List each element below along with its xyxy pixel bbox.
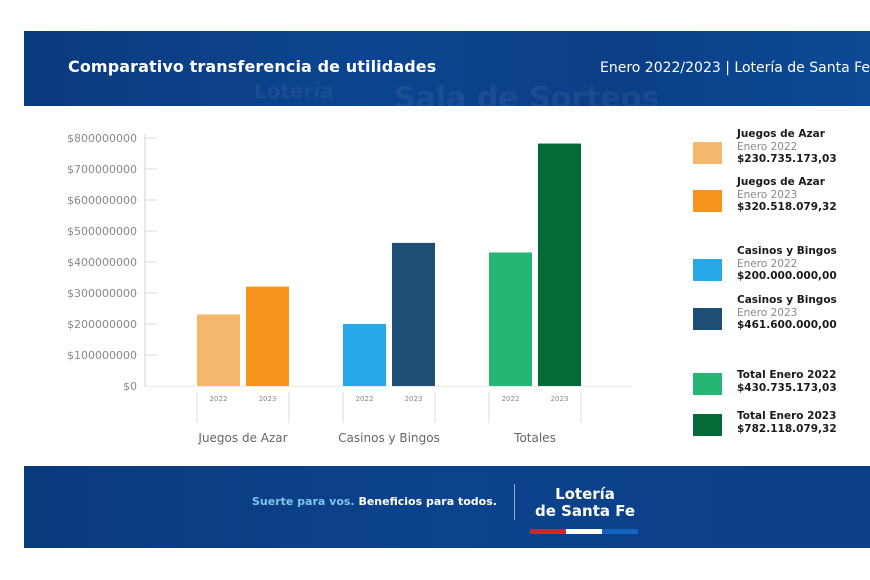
flag-blue <box>602 529 638 534</box>
y-axis: $0 $100000000 $200000000 $300000000 $4000000… <box>67 132 632 393</box>
legend-swatch <box>693 190 722 212</box>
legend-value: $461.600.000,00 <box>737 319 837 331</box>
legend-period: Enero 2023 <box>737 306 798 319</box>
footer-slogan: Suerte para vos. Beneficios para todos. <box>252 495 497 508</box>
legend-title: Total Enero 2022 <box>737 369 837 381</box>
legend-title: Total Enero 2023 <box>737 410 837 422</box>
watermark-text: Lotería <box>254 79 334 103</box>
legend-swatch <box>693 373 722 395</box>
watermark-text: Sala de Sorteos <box>394 81 660 106</box>
flag-white <box>566 529 602 534</box>
slogan-part1: Suerte para vos. <box>252 495 359 508</box>
x-axis: 2022 2023 Juegos de Azar 2022 2023 Casinos y … <box>196 392 582 445</box>
y-tick-label: $700000000 <box>67 163 137 176</box>
x-subcategory-label: 2022 <box>210 395 228 403</box>
x-subcategory-label: 2023 <box>259 395 277 403</box>
page-title: Comparativo transferencia de utilidades <box>68 57 437 76</box>
legend-value: $430.735.173,03 <box>737 381 837 394</box>
legend-title: Juegos de Azar <box>737 128 825 140</box>
legend-value: $230.735.173,03 <box>737 153 837 165</box>
bar-casinos-y-bingos-2023 <box>392 242 435 386</box>
y-tick-label: $400000000 <box>67 256 137 269</box>
footer-divider <box>514 484 515 520</box>
x-category-label: Casinos y Bingos <box>338 431 440 445</box>
flag-red <box>530 529 566 534</box>
footer-banner: Suerte para vos. Beneficios para todos. … <box>24 466 870 548</box>
bar-casinos-y-bingos-2022 <box>343 324 386 386</box>
y-tick-label: $800000000 <box>67 132 137 145</box>
slogan-part2: Beneficios para todos. <box>358 495 497 508</box>
bars <box>197 143 581 386</box>
y-tick-label: $500000000 <box>67 225 137 238</box>
y-tick-label: $300000000 <box>67 287 137 300</box>
bar-juegos-de-azar-2022 <box>197 314 240 386</box>
legend-swatch <box>693 142 722 164</box>
x-subcategory-label: 2023 <box>551 395 569 403</box>
legend-swatch <box>693 259 722 281</box>
legend-title: Casinos y Bingos <box>737 294 837 306</box>
x-subcategory-label: 2023 <box>405 395 423 403</box>
legend-period: Enero 2022 <box>737 140 798 153</box>
x-subcategory-label: 2022 <box>502 395 520 403</box>
bar-juegos-de-azar-2023 <box>246 286 289 386</box>
y-tick-label: $100000000 <box>67 349 137 362</box>
logo-line2: de Santa Fe <box>534 502 636 520</box>
logo-line1: Lotería <box>555 485 615 503</box>
y-tick-label: $200000000 <box>67 318 137 331</box>
bar-totales-2022 <box>489 252 532 386</box>
y-tick-label: $0 <box>123 380 137 393</box>
legend-swatch <box>693 308 722 330</box>
legend-title: Casinos y Bingos <box>737 245 837 257</box>
legend-swatch <box>693 414 722 436</box>
legend-value: $200.000.000,00 <box>737 270 837 282</box>
bar-totales-2023 <box>538 143 581 386</box>
x-category-label: Juegos de Azar <box>197 431 287 445</box>
page-subtitle: Enero 2022/2023 | Lotería de Santa Fe <box>600 60 870 76</box>
legend-period: Enero 2023 <box>737 188 798 201</box>
brand-logo: Lotería de Santa Fe <box>529 486 641 520</box>
legend-value: $782.118.079,32 <box>737 422 837 435</box>
y-tick-label: $600000000 <box>67 194 137 207</box>
flag-stripe <box>530 529 638 534</box>
legend-period: Enero 2022 <box>737 257 798 270</box>
header-banner: Lotería Sala de Sorteos Comparativo tran… <box>24 31 870 106</box>
x-subcategory-label: 2022 <box>356 395 374 403</box>
x-category-label: Totales <box>513 431 556 445</box>
legend-value: $320.518.079,32 <box>737 201 837 213</box>
bar-chart: $0 $100000000 $200000000 $300000000 $4000000… <box>67 132 632 445</box>
legend-title: Juegos de Azar <box>737 176 825 188</box>
